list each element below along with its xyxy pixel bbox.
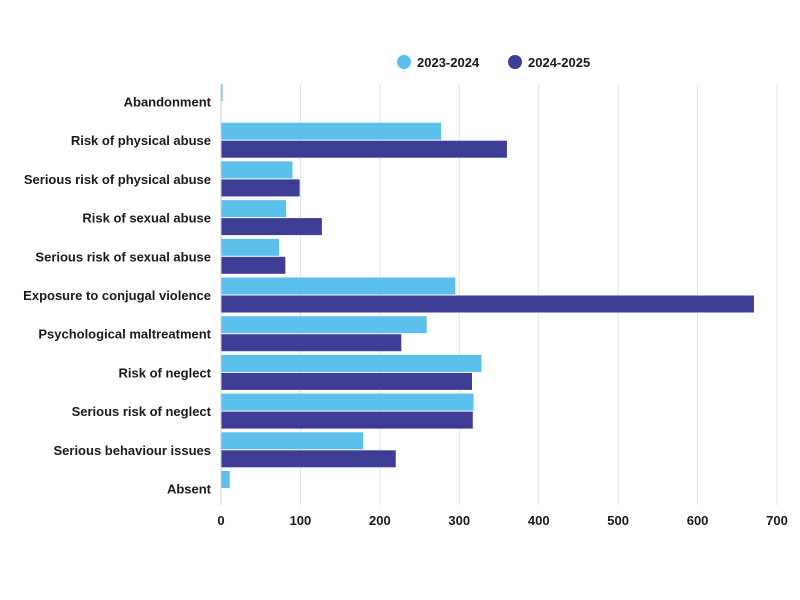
x-tick-label: 400 [528,513,550,528]
legend-marker [397,55,411,69]
bar-2023-2024-4 [221,238,279,256]
x-tick-label: 0 [217,513,224,528]
bar-2024-2025-4 [221,256,286,274]
bar-2023-2024-3 [221,200,287,218]
category-label: Abandonment [124,95,212,110]
bar-2024-2025-2 [221,179,300,197]
category-label: Risk of neglect [119,365,212,380]
bar-2023-2024-10 [221,471,230,488]
bar-2024-2025-5 [221,295,754,313]
bar-2024-2025-8 [221,411,473,429]
legend-marker [508,55,522,69]
bar-2024-2025-7 [221,372,472,390]
bar-2024-2025-3 [221,218,322,236]
x-tick-label: 300 [448,513,470,528]
bar-2023-2024-7 [221,354,482,372]
category-label: Serious risk of sexual abuse [35,249,211,264]
x-tick-label: 700 [766,513,788,528]
category-label: Serious risk of neglect [72,404,212,419]
category-label: Risk of sexual abuse [82,211,211,226]
bar-2023-2024-0 [221,84,223,101]
x-tick-label: 200 [369,513,391,528]
category-label: Serious behaviour issues [53,443,211,458]
x-tick-label: 600 [687,513,709,528]
category-label: Serious risk of physical abuse [24,172,211,187]
bar-2023-2024-9 [221,432,364,450]
category-label: Absent [167,482,212,497]
x-tick-label: 500 [607,513,629,528]
bar-2023-2024-6 [221,316,427,334]
legend-label: 2023-2024 [417,55,480,70]
category-label: Psychological maltreatment [38,327,211,342]
bar-2023-2024-1 [221,122,442,140]
legend-label: 2024-2025 [528,55,590,70]
bar-2024-2025-1 [221,140,507,158]
bar-2024-2025-9 [221,450,396,468]
x-tick-label: 100 [290,513,312,528]
category-label: Risk of physical abuse [71,133,211,148]
bar-2024-2025-6 [221,334,402,352]
bars [221,84,754,488]
x-axis: 0 100 200 300 400 500 600 700 [217,84,788,528]
bar-2023-2024-2 [221,161,293,179]
category-label: Exposure to conjugal violence [23,288,211,303]
bar-2023-2024-5 [221,277,456,295]
legend: 2023-2024 2024-2025 [397,55,590,70]
bar-2023-2024-8 [221,393,474,411]
category-labels: Abandonment Risk of physical abuse Serious… [23,95,211,497]
